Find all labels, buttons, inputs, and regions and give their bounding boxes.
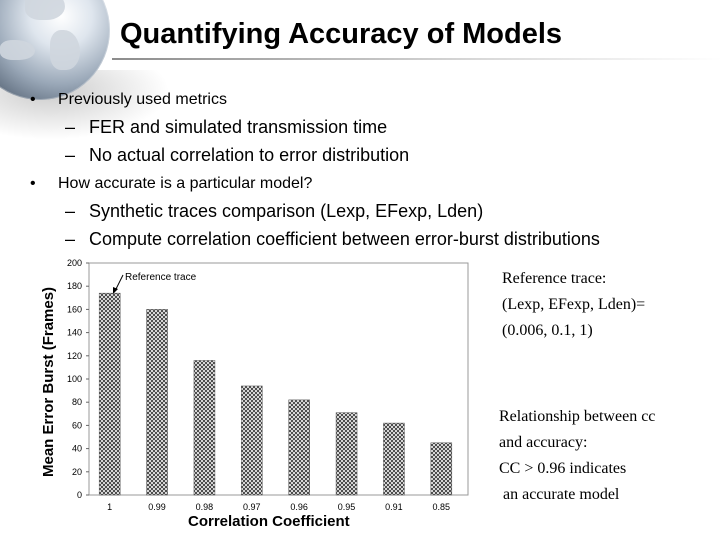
reference-trace-annotation: Reference trace: [125, 272, 197, 283]
dash-glyph: –: [65, 229, 76, 249]
x-axis-label: Correlation Coefficient: [188, 513, 350, 530]
bar-chart: 0 20 40 60 80 100 120 140 160 180 200 1 0.99 0.98 0.9…: [40, 258, 469, 530]
y-tick-label: 20: [72, 467, 82, 477]
sub-bullet-no-correlation: – No actual correlation to error distrib…: [65, 145, 410, 166]
slide-title: Quantifying Accuracy of Models: [120, 18, 563, 50]
relationship-note: Relationship between cc and accuracy: CC…: [499, 404, 655, 508]
x-tick-label: 0.95: [338, 502, 356, 512]
sub-bullet-synthetic-traces: – Synthetic traces comparison (Lexp, EFe…: [65, 201, 484, 222]
y-tick-label: 140: [67, 328, 82, 338]
sub-bullet-text: Synthetic traces comparison (Lexp, EFexp…: [89, 201, 484, 221]
bullet-glyph: •: [30, 91, 36, 108]
dash-glyph: –: [65, 117, 76, 137]
dash-glyph: –: [65, 145, 76, 165]
bar: [288, 399, 310, 496]
y-axis: 0 20 40 60 80 100 120 140 160 180 200: [67, 258, 89, 500]
bullet-text: How accurate is a particular model?: [58, 175, 313, 192]
sub-bullet-correlation-coefficient: – Compute correlation coefficient betwee…: [65, 229, 600, 250]
bars: [98, 292, 453, 496]
bar: [383, 422, 405, 496]
bullet-how-accurate: • How accurate is a particular model?: [30, 175, 313, 193]
y-tick-label: 180: [67, 281, 82, 291]
annotation-arrow: [114, 274, 124, 292]
x-tick-label: 0.99: [148, 502, 166, 512]
x-axis: 1 0.99 0.98 0.97 0.96 0.95 0.91 0.85: [107, 502, 450, 512]
y-axis-label: Mean Error Burst (Frames): [40, 287, 57, 477]
y-tick-label: 200: [67, 258, 82, 268]
y-tick-label: 120: [67, 351, 82, 361]
y-tick-label: 40: [72, 444, 82, 454]
bar: [146, 309, 168, 496]
title-underline: [112, 58, 720, 60]
bar: [98, 292, 121, 496]
bar: [193, 360, 216, 496]
note-line: Relationship between cc: [499, 408, 656, 425]
bar: [241, 385, 263, 496]
annotation-arrowhead: [113, 287, 118, 294]
note-line: an accurate model: [499, 486, 620, 503]
plot-area: [88, 262, 469, 496]
bullet-previously-used-metrics: • Previously used metrics: [30, 91, 227, 109]
x-tick-label: 0.98: [196, 502, 214, 512]
sub-bullet-text: Compute correlation coefficient between …: [89, 229, 600, 249]
bullet-glyph: •: [30, 175, 36, 192]
bar: [430, 442, 453, 496]
sub-bullet-text: FER and simulated transmission time: [89, 117, 388, 137]
x-tick-label: 1: [107, 502, 112, 512]
note-line: (Lexp, EFexp, Lden)=: [502, 296, 646, 313]
note-line: CC > 0.96 indicates: [499, 460, 627, 477]
y-tick-label: 80: [72, 397, 82, 407]
x-tick-label: 0.97: [243, 502, 261, 512]
bar: [335, 412, 358, 496]
x-tick-label: 0.96: [290, 502, 308, 512]
sub-bullet-fer: – FER and simulated transmission time: [65, 117, 388, 138]
x-tick-label: 0.85: [433, 502, 451, 512]
note-line: Reference trace:: [502, 270, 607, 287]
y-tick-label: 60: [72, 420, 82, 430]
note-line: (0.006, 0.1, 1): [502, 322, 593, 339]
y-tick-label: 100: [67, 374, 82, 384]
x-tick-label: 0.91: [385, 502, 403, 512]
y-tick-label: 0: [77, 490, 82, 500]
dash-glyph: –: [65, 201, 76, 221]
reference-trace-note: Reference trace: (Lexp, EFexp, Lden)= (0…: [502, 266, 645, 344]
sub-bullet-text: No actual correlation to error distribut…: [89, 145, 410, 165]
bullet-text: Previously used metrics: [58, 91, 227, 108]
note-line: and accuracy:: [499, 434, 588, 451]
y-tick-label: 160: [67, 304, 82, 314]
